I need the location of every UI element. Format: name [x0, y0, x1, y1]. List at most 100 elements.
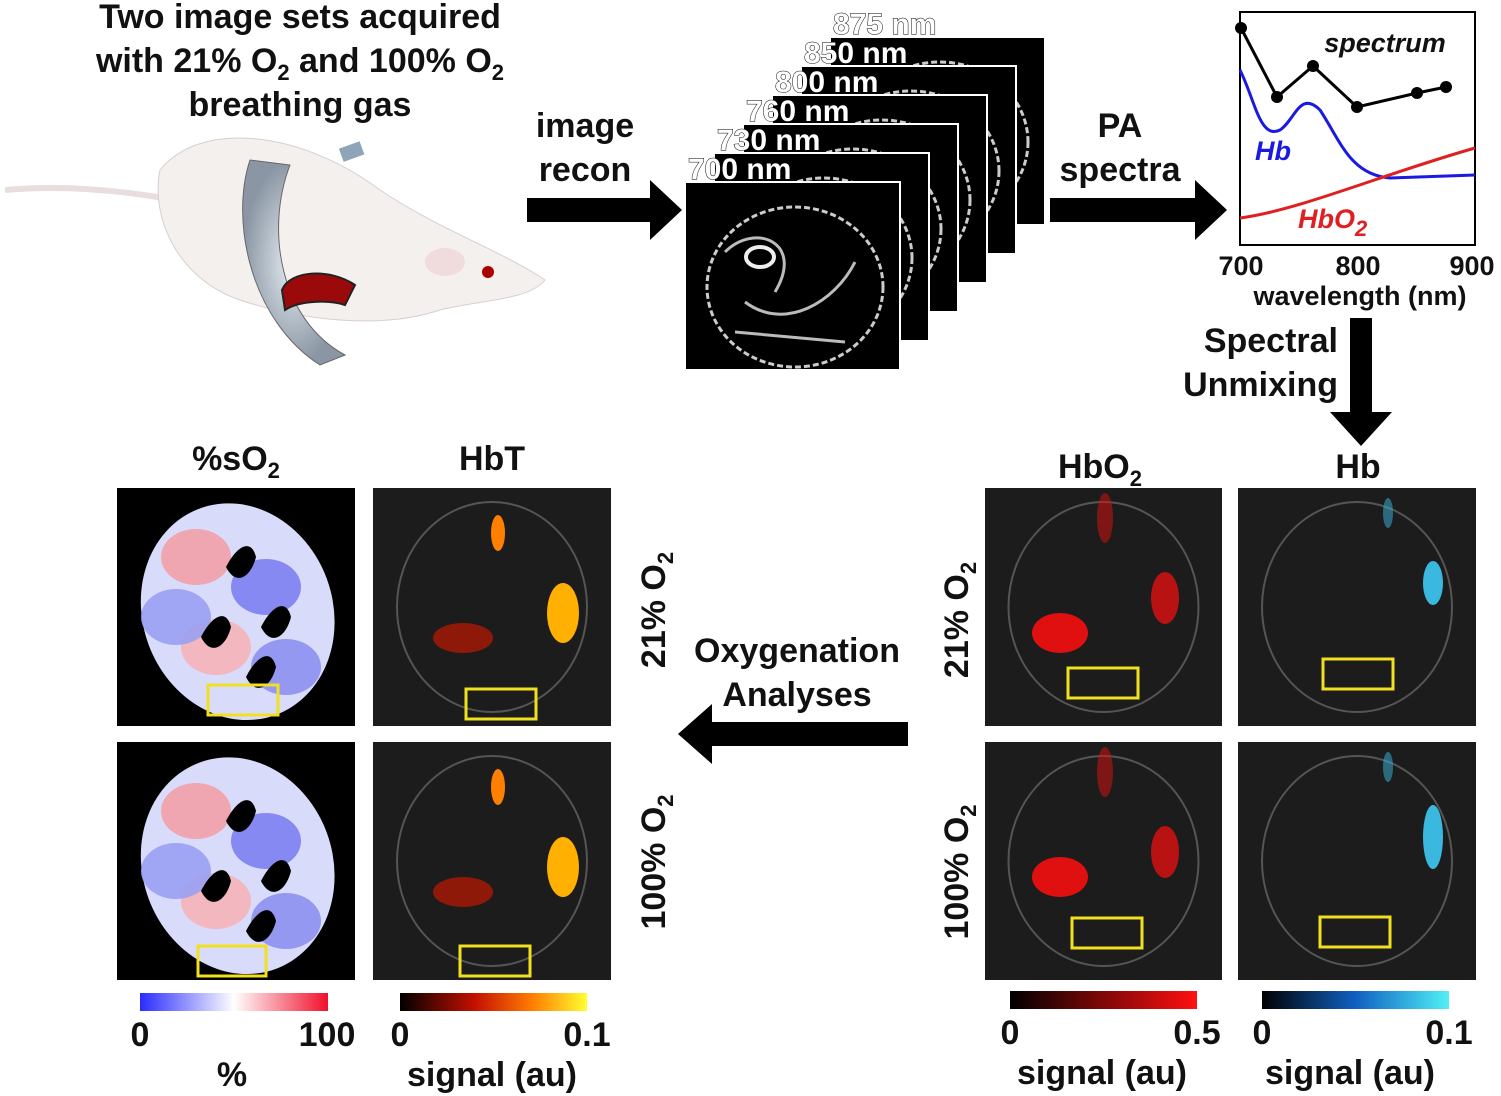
tissue-outline — [1261, 755, 1453, 967]
arrow — [527, 180, 682, 240]
signal-blob — [433, 623, 493, 653]
signal-blob — [547, 583, 579, 643]
colorbar — [140, 993, 328, 1011]
point — [1351, 101, 1363, 113]
panel-title: %sO2 — [192, 440, 280, 483]
so2-void — [201, 870, 231, 902]
image-panel — [1238, 488, 1476, 726]
panel-title: HbT — [459, 440, 525, 478]
recon-texture — [723, 236, 857, 344]
signal-blob — [491, 515, 505, 551]
text-part: 100% O — [938, 817, 976, 940]
text-part: HbO — [1058, 448, 1130, 486]
text-part: and 100% O — [290, 42, 492, 80]
arrow — [1050, 180, 1227, 240]
so2-region — [231, 813, 301, 869]
ring — [242, 159, 347, 366]
recon-texture — [744, 245, 776, 269]
colorbar — [1010, 991, 1197, 1009]
signal-blob — [1423, 561, 1443, 605]
subscript: 2 — [492, 60, 504, 85]
condition-label: 21% O2 — [938, 562, 981, 678]
colorbar-unit: signal (au) — [407, 1056, 577, 1094]
wavelength-label: 875 nm — [833, 8, 936, 41]
subscript: 2 — [277, 60, 289, 85]
wavelength-label: 700 nm — [688, 153, 791, 186]
subscript: 2 — [268, 458, 280, 483]
wavelength-label: 730 nm — [717, 124, 820, 157]
arrow-label: Oxygenation — [694, 632, 900, 670]
colorbar — [1262, 991, 1449, 1009]
so2-void — [201, 616, 231, 648]
colorbar-max: 0.1 — [1425, 1014, 1472, 1052]
so2-region — [161, 529, 231, 585]
text-part: with 21% O — [95, 42, 277, 80]
tissue-outline — [396, 501, 588, 713]
panel-title: HbO2 — [1058, 448, 1142, 491]
plot-frame — [1239, 11, 1476, 246]
x-axis-label: wavelength (nm) — [1252, 281, 1466, 311]
wavelength-label: 760 nm — [746, 95, 849, 128]
colorbar-max: 0.5 — [1173, 1014, 1220, 1052]
spectrum-inset: spectrum Hb HbO2 700 800 900 wavelength … — [1218, 11, 1495, 311]
subscript: 2 — [653, 794, 678, 806]
arrow — [678, 704, 908, 764]
point — [1411, 87, 1423, 99]
panel-title: Hb — [1335, 448, 1380, 486]
point — [1440, 81, 1452, 93]
tissue-outline — [1261, 501, 1453, 713]
region-box — [196, 944, 268, 978]
signal-blob — [1151, 826, 1179, 878]
arrow — [1330, 318, 1392, 446]
condition-label: 100% O2 — [635, 794, 678, 929]
signal-blob — [433, 877, 493, 907]
x-tick-label: 900 — [1449, 251, 1494, 281]
arrow-label: Unmixing — [1183, 366, 1338, 404]
signal-blob — [1383, 752, 1393, 782]
ear — [425, 248, 465, 276]
so2-void — [226, 546, 256, 578]
signal-blob — [547, 837, 579, 897]
signal-blob — [1097, 493, 1113, 543]
colorbar-unit: signal (au) — [1265, 1054, 1435, 1092]
wavelength-label: 850 nm — [804, 37, 907, 70]
region-box — [206, 683, 280, 717]
region-box — [1066, 666, 1140, 700]
colorbar-min: 0 — [1001, 1014, 1020, 1052]
so2-void — [246, 910, 276, 942]
colorbar-min: 0 — [131, 1016, 150, 1054]
subscript: 2 — [956, 562, 981, 574]
tail — [4, 185, 176, 203]
region-box — [458, 944, 532, 978]
so2-void — [261, 606, 291, 638]
condition-label: 100% O2 — [938, 804, 981, 939]
so2-void — [226, 800, 256, 832]
probe — [338, 141, 365, 162]
spectrum-points — [1235, 22, 1452, 113]
series-label: spectrum — [1324, 28, 1446, 58]
subscript: 2 — [1130, 466, 1142, 491]
intro-line: with 21% O2 and 100% O2 — [95, 42, 504, 85]
recon-outline — [705, 205, 885, 369]
so2-void — [246, 656, 276, 688]
region-box — [1070, 916, 1144, 950]
eye — [482, 266, 494, 278]
arrow-label: Analyses — [722, 676, 871, 714]
arrow-label: Spectral — [1204, 322, 1338, 360]
so2-region — [231, 559, 301, 615]
region-box — [1321, 657, 1395, 691]
point — [1235, 22, 1247, 34]
transducer — [280, 272, 357, 312]
signal-blob — [1032, 613, 1088, 653]
colorbar-unit: signal (au) — [1017, 1054, 1187, 1092]
wavelength-label: 800 nm — [775, 66, 878, 99]
arrow-label: image — [536, 107, 634, 145]
tissue-outline — [396, 755, 588, 967]
so2-void — [261, 860, 291, 892]
mouse-illustration — [4, 137, 546, 366]
text-part: 100% O — [635, 807, 673, 930]
subscript: 2 — [956, 804, 981, 816]
arrow-label: recon — [539, 151, 632, 189]
